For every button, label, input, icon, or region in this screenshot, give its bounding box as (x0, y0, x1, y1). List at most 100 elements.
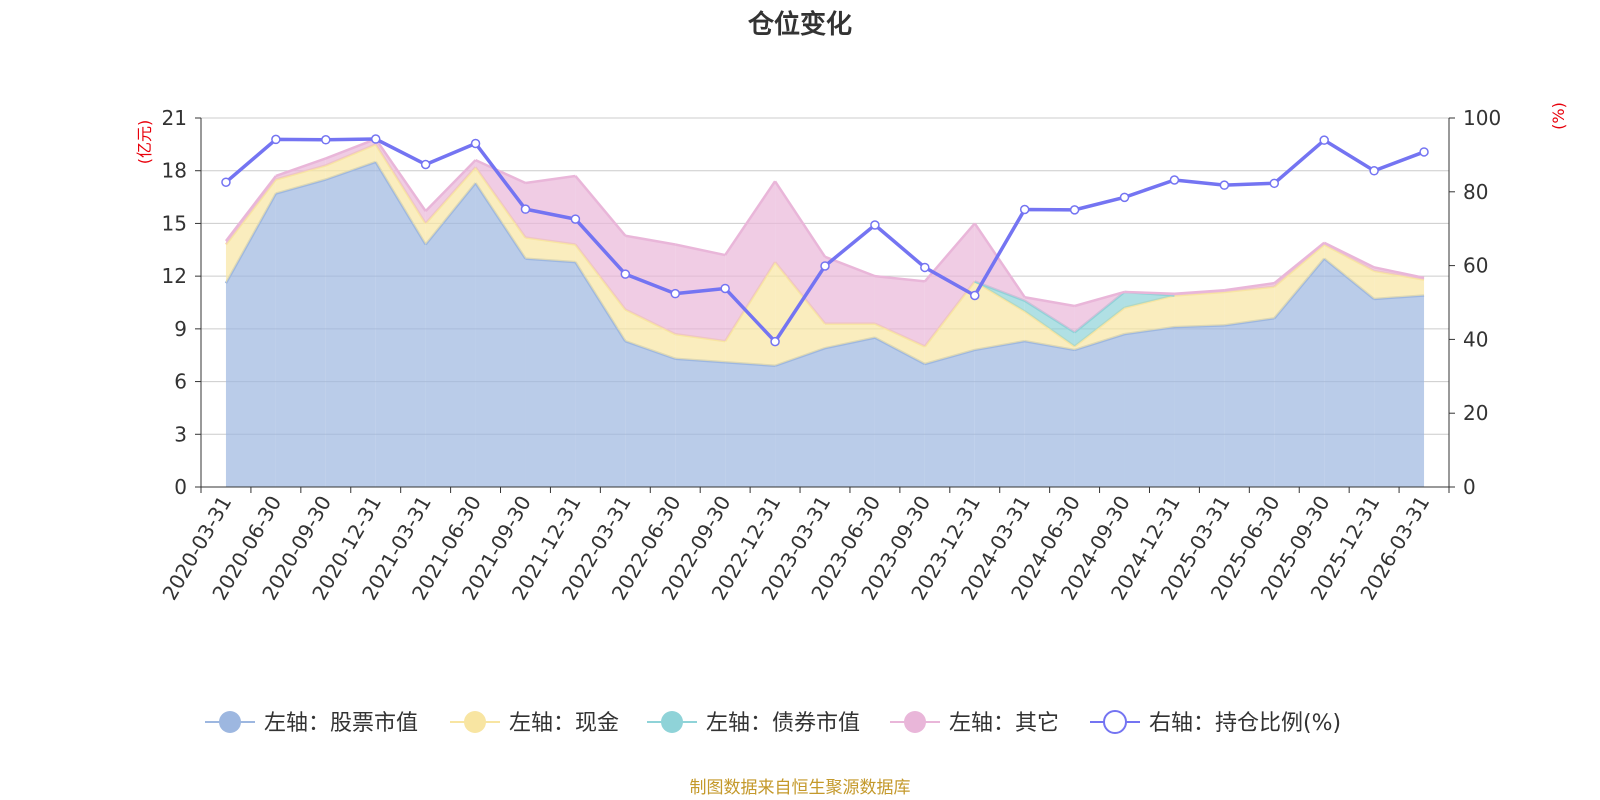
area-segment-cash (1274, 244, 1325, 319)
right-axis-tick-label: 40 (1463, 327, 1488, 351)
stacked-areas (224, 137, 1425, 488)
area-edge-other (774, 180, 827, 258)
area-segment-stock (1324, 258, 1375, 487)
area-segment-other (575, 175, 626, 310)
ratio-point (1419, 147, 1429, 157)
area-edge-other (1124, 290, 1175, 295)
area-segment-cash (375, 144, 426, 245)
ratio-point (221, 177, 231, 187)
area-segment-stock (575, 262, 626, 487)
area-segment-other (1074, 291, 1125, 333)
area-segment-cash (924, 281, 975, 364)
ratio-point (570, 214, 581, 224)
area-segment-cash (825, 323, 875, 349)
legend-marker-other (904, 711, 926, 733)
area-segment-other (475, 160, 526, 238)
legend-marker-ratio (1103, 710, 1127, 734)
ratio-point (620, 269, 631, 279)
area-edge-other (1273, 241, 1325, 285)
area-segment-stock (825, 337, 875, 487)
area-segment-cash (1174, 291, 1225, 328)
ratio-point (720, 283, 730, 294)
ratio-point (1119, 192, 1130, 203)
area-segment-cash (475, 167, 526, 259)
area-segment-stock (1274, 258, 1325, 487)
area-segment-other (1024, 297, 1075, 333)
right-axis-unit: (%) (1549, 102, 1568, 130)
area-edge-other (1224, 281, 1275, 292)
area-segment-cash (275, 165, 326, 194)
area-segment-bond (1074, 291, 1125, 347)
area-edge-other (1074, 290, 1125, 308)
ratio-point (1019, 204, 1030, 215)
left-axis-tick-label: 3 (174, 422, 187, 446)
left-axis-unit: (亿元) (135, 120, 154, 165)
area-edge-other (374, 138, 427, 212)
right-axis-tick-label: 0 (1463, 475, 1476, 499)
area-segment-cash (225, 179, 276, 284)
area-segment-stock (1374, 295, 1425, 487)
area-edge-other (475, 159, 527, 185)
area-segment-stock (725, 362, 776, 487)
area-segment-stock (275, 179, 326, 487)
area-segment-stock (225, 193, 276, 488)
area-segment-stock (525, 258, 576, 487)
right-axis-tick-label: 20 (1463, 401, 1488, 425)
legend-label: 左轴：股票市值 (264, 711, 418, 736)
area-edge-other (424, 159, 477, 213)
area-edge-other (525, 174, 576, 185)
legend-marker-stock (219, 711, 241, 733)
area-segment-cash (625, 309, 676, 359)
ratio-line-series (221, 134, 1429, 347)
area-segment-other (675, 244, 726, 342)
area-segment-stock (775, 348, 825, 487)
ratio-point (1319, 135, 1329, 145)
legend-marker-cash (464, 711, 486, 733)
area-segment-other (874, 276, 925, 347)
area-edge-other (973, 222, 1026, 298)
area-segment-stock (1174, 325, 1225, 487)
area-segment-stock (1024, 341, 1075, 487)
area-segment-stock (974, 341, 1025, 487)
ratio-point (1169, 175, 1180, 185)
area-segment-stock (874, 337, 925, 487)
ratio-point (870, 220, 880, 230)
left-axis-tick-label: 21 (162, 106, 187, 130)
left-axis-tick-label: 18 (162, 159, 187, 183)
area-segment-other (425, 160, 476, 224)
ratio-point (420, 159, 431, 170)
area-segment-cash (874, 323, 925, 364)
area-edge-other (724, 180, 777, 256)
ratio-point (1219, 180, 1230, 190)
area-segment-cash (675, 334, 726, 363)
area-segment-other (325, 139, 376, 166)
left-axis-tick-label: 6 (174, 370, 187, 394)
ratio-point (370, 134, 381, 144)
area-segment-stock (625, 341, 676, 487)
area-edge-other (1174, 288, 1225, 295)
ratio-point (470, 138, 481, 149)
area-segment-other (924, 223, 975, 347)
area-segment-cash (575, 244, 626, 342)
ratio-point (970, 290, 980, 301)
ratio-point (820, 261, 830, 271)
ratio-point (920, 262, 930, 273)
area-segment-stock (675, 358, 726, 487)
area-segment-bond (1024, 300, 1075, 347)
area-edge-other (1323, 241, 1375, 269)
ratio-point (1069, 205, 1080, 215)
ratio-point (1369, 166, 1379, 176)
area-segment-stock (1074, 334, 1125, 487)
area-edge-other (674, 243, 726, 257)
area-edge-other (224, 175, 277, 242)
data-source-note: 制图数据来自恒生聚源数据库 (690, 778, 911, 798)
area-segment-cash (1324, 244, 1375, 299)
ratio-point (1269, 178, 1280, 189)
legend-marker-bond (661, 711, 683, 733)
ratio-point (670, 288, 680, 299)
area-segment-cash (425, 167, 476, 245)
area-segment-cash (775, 262, 825, 366)
right-axis-tick-label: 80 (1463, 180, 1488, 204)
left-axis-tick-label: 15 (162, 211, 187, 235)
